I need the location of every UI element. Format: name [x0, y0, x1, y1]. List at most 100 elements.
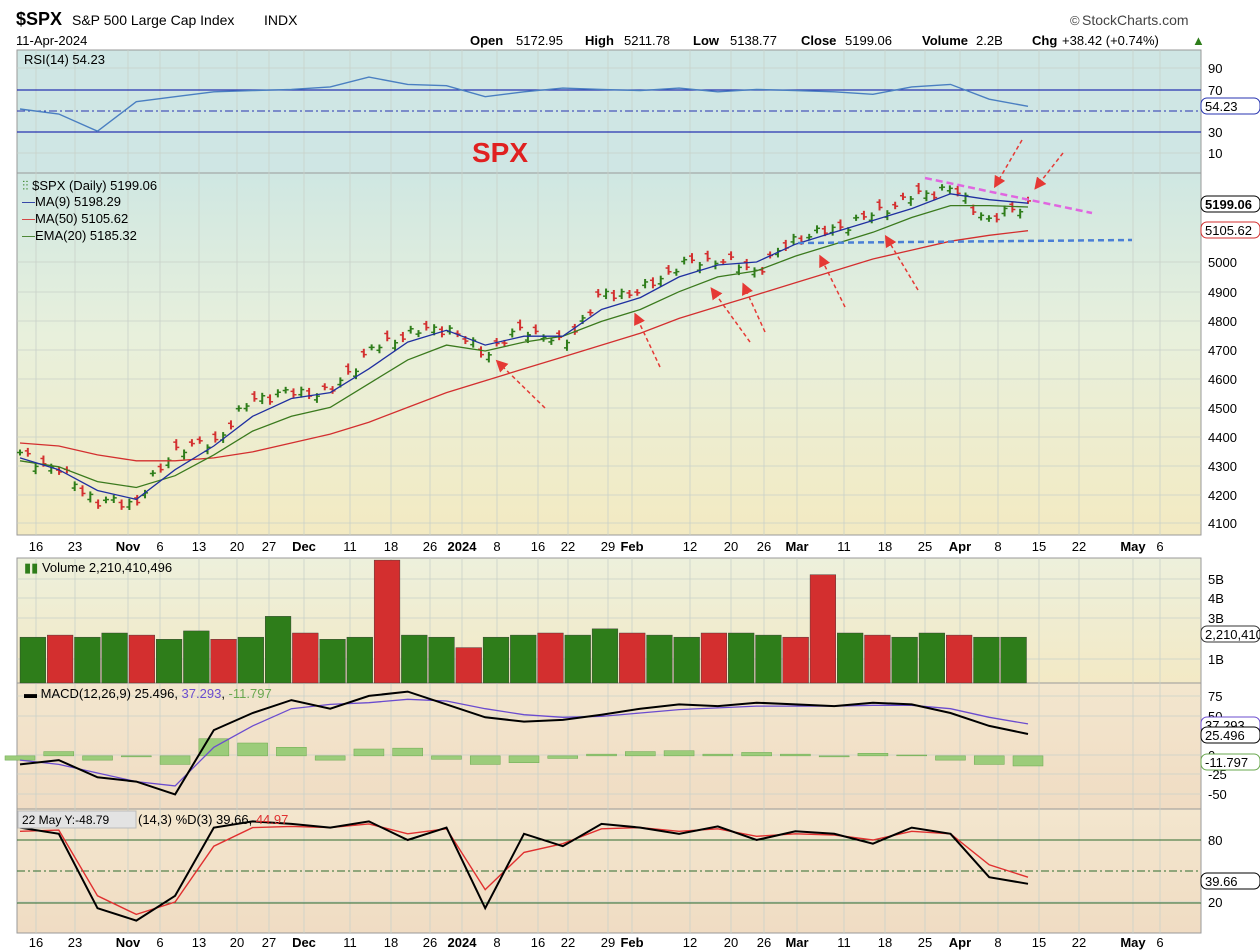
- x-tick-label: 23: [68, 935, 82, 950]
- y-tick-label: 4300: [1208, 459, 1237, 474]
- y-tick-label: 5B: [1208, 572, 1224, 587]
- last-value-label: 25.496: [1205, 728, 1245, 743]
- x-tick-label: 11: [343, 539, 357, 554]
- volume-bar: [101, 632, 128, 684]
- y-tick-label: -50: [1208, 787, 1227, 802]
- arrow-annotation: [634, 312, 661, 368]
- x-tick-label: May: [1120, 935, 1146, 950]
- copyright-icon: ©: [1070, 13, 1080, 28]
- macd-hist-bar: [857, 753, 889, 757]
- volume-bar: [700, 632, 728, 684]
- x-tick-label: 26: [757, 539, 771, 554]
- macd-hist-bar: [82, 755, 113, 761]
- x-tick-label: 22: [561, 935, 575, 950]
- x-tick-label: 11: [837, 935, 851, 950]
- volume-bar: [455, 647, 482, 684]
- macd-hist-bar: [276, 747, 307, 757]
- volume-bar: [1000, 636, 1027, 684]
- price-panel: [16, 172, 1202, 536]
- x-tick-label: 8: [994, 539, 1001, 554]
- last-value-box: [1200, 872, 1260, 890]
- last-value-label: 5199.06: [1205, 197, 1252, 212]
- x-tick-label: Mar: [785, 935, 808, 950]
- macd-panel: [16, 682, 1202, 810]
- exchange: INDX: [264, 12, 298, 28]
- high-value: 5211.78: [624, 33, 670, 48]
- x-tick-label: 11: [343, 935, 357, 950]
- macd-hist-bar: [935, 755, 966, 761]
- last-value-box: [1200, 221, 1260, 239]
- rsi-chart: RSI(14) 54.23: [17, 52, 1201, 133]
- macd-hist-bar: [353, 748, 385, 757]
- x-tick-label: 29: [601, 539, 615, 554]
- y-tick-label: 4400: [1208, 430, 1237, 445]
- x-tick-label: 11: [837, 539, 851, 554]
- annotation-arrows: [495, 139, 1064, 409]
- volume-bar: [373, 559, 401, 684]
- macd-hist-bar: [314, 755, 346, 761]
- last-value-label: 39.66: [1205, 874, 1238, 889]
- y-tick-label: 4900: [1208, 285, 1237, 300]
- stoch-k-line: [19, 820, 1029, 922]
- macd-hist-bar: [586, 753, 617, 757]
- volume-chart: ▮▮ Volume 2,210,410,496: [19, 559, 1027, 684]
- macd-hist-bar: [547, 755, 579, 759]
- x-tick-label: 26: [423, 935, 437, 950]
- x-tick-label: 25: [918, 539, 932, 554]
- macd-hist-bar: [818, 755, 850, 758]
- volume-bar: [510, 634, 537, 684]
- last-value-box: [1200, 195, 1260, 213]
- volume-bar: [673, 636, 700, 684]
- x-tick-label: 6: [156, 539, 163, 554]
- y-tick-label: 5000: [1208, 255, 1237, 270]
- volume-bar: [319, 639, 346, 684]
- volume-bar: [210, 639, 237, 684]
- arrow-annotation: [710, 287, 751, 343]
- x-tick-label: 18: [878, 935, 892, 950]
- x-tick-label: 2024: [448, 539, 478, 554]
- x-tick-label: 16: [29, 539, 43, 554]
- open-value: 5172.95: [516, 33, 563, 48]
- x-tick-label: Dec: [292, 935, 316, 950]
- y-tick-label: 4100: [1208, 516, 1237, 531]
- volume-bar: [619, 632, 646, 684]
- spx-annotation: SPX: [472, 137, 528, 168]
- header: $SPX S&P 500 Large Cap Index INDX 11-Apr…: [16, 9, 1205, 48]
- spx-legend: ⫶⫶ $SPX (Daily) 5199.06: [22, 178, 157, 193]
- volume-bar: [782, 636, 809, 684]
- ma50-line: [19, 230, 1029, 462]
- y-axis-labels: 90 70 30 10 5000 4900 4800 4700 4600 4500 4400 4300…: [1208, 61, 1237, 910]
- x-tick-label: 12: [683, 539, 697, 554]
- volume-bar: [74, 636, 101, 684]
- x-tick-label: 12: [683, 935, 697, 950]
- volume-bar: [156, 639, 183, 684]
- x-tick-label: 26: [423, 539, 437, 554]
- x-tick-label: 8: [994, 935, 1001, 950]
- y-tick-label: 80: [1208, 833, 1222, 848]
- volume-bar: [918, 632, 945, 684]
- index-name: S&P 500 Large Cap Index: [72, 12, 234, 28]
- x-tick-label: 27: [262, 539, 276, 554]
- y-tick-label: 4800: [1208, 314, 1237, 329]
- x-tick-label: Feb: [620, 539, 643, 554]
- y-tick-label: 4200: [1208, 488, 1237, 503]
- up-arrow-icon: ▲: [1192, 33, 1205, 48]
- close-label: Close: [801, 33, 836, 48]
- volume-bar: [755, 634, 782, 684]
- tooltip: 22 May Y:-48.79: [22, 813, 109, 827]
- rsi-line: [19, 76, 1029, 133]
- x-tick-label: Nov: [116, 935, 141, 950]
- macd-hist-bar: [741, 752, 772, 757]
- x-tick-label: 18: [384, 935, 398, 950]
- arrow-annotation: [495, 359, 546, 409]
- macd-hist-bar: [702, 753, 734, 757]
- resistance-trendline: [924, 176, 1093, 215]
- macd-hist-bar: [159, 755, 191, 765]
- volume-bar: [401, 634, 428, 684]
- macd-hist-bar: [780, 753, 811, 757]
- y-tick-label: 4B: [1208, 591, 1224, 606]
- volume-label: Volume: [922, 33, 968, 48]
- macd-hist-bar: [237, 742, 268, 757]
- last-value-box: [1200, 97, 1260, 115]
- last-value-label: 5105.62: [1205, 223, 1252, 238]
